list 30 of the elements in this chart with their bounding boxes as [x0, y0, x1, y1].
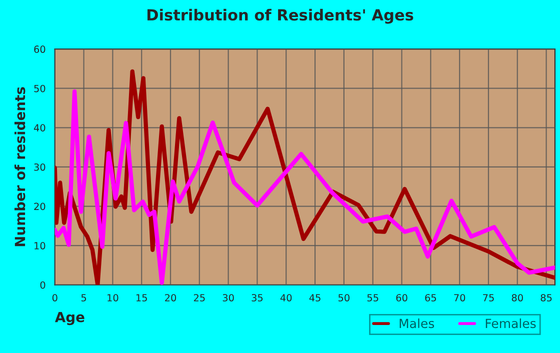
x-tick-label: 15 [136, 294, 147, 302]
x-tick-label: 80 [512, 294, 523, 302]
x-tick-label: 60 [396, 294, 408, 302]
x-tick-label: 75 [483, 294, 494, 302]
x-tick-label: 50 [338, 294, 350, 302]
y-tick-label: 40 [34, 124, 46, 132]
x-tick-label: 70 [454, 294, 466, 302]
x-axis-title: Age [54, 312, 84, 326]
x-tick-label: 20 [165, 294, 176, 302]
x-tick-label: 25 [194, 294, 205, 302]
x-tick-label: 0 [52, 294, 58, 302]
x-tick-label: 35 [252, 294, 263, 302]
y-tick-label: 50 [34, 84, 46, 92]
x-tick-label: 5 [81, 294, 86, 302]
x-tick-label: 45 [309, 294, 320, 302]
y-tick-label: 0 [40, 281, 46, 289]
x-tick-label: 65 [425, 294, 436, 302]
y-tick-label: 20 [34, 202, 46, 210]
y-tick-label: 10 [34, 242, 46, 250]
legend-label: Males [400, 318, 434, 328]
chart-title: Distribution of Residents' Ages [147, 8, 414, 24]
x-tick-label: 30 [222, 294, 234, 302]
y-tick-label: 60 [34, 46, 46, 53]
x-tick-label: 55 [367, 294, 378, 302]
x-tick-label: 10 [108, 294, 118, 302]
y-axis-title: Number of residents [14, 87, 26, 246]
y-tick-label: 30 [34, 163, 46, 171]
x-tick-label: 40 [280, 294, 292, 302]
legend-label: Females [486, 318, 536, 328]
x-tick-label: 85 [540, 294, 552, 302]
